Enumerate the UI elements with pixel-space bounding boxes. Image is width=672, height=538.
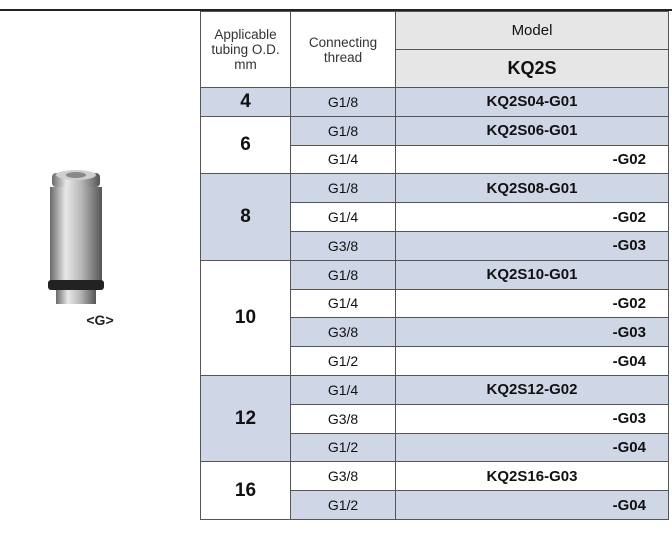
model: KQ2S12-G02	[395, 374, 669, 405]
model: -G02	[395, 144, 669, 175]
thread: G3/8	[290, 461, 396, 492]
image-label: <G>	[86, 312, 114, 328]
table-body: Applicable tubing O.D. mm Connecting thr…	[200, 11, 669, 520]
thread: G3/8	[290, 230, 396, 261]
tubing-od: 16	[200, 461, 291, 520]
data-row: G1/2 -G04	[201, 432, 669, 463]
thread: G1/2	[290, 490, 396, 520]
data-row: 8 G1/8 KQ2S08-G01	[200, 173, 669, 261]
data-row: G1/2 -G04	[201, 346, 669, 376]
thread: G1/8	[290, 259, 396, 290]
thread: G3/8	[290, 403, 396, 434]
data-row: G3/8 -G03	[201, 403, 669, 434]
tubing-od: 10	[200, 259, 291, 376]
thread: G1/4	[290, 374, 396, 405]
model: -G03	[395, 403, 669, 434]
data-row: G3/8 -G03	[201, 317, 669, 348]
tubing-od: 6	[200, 115, 291, 175]
data-row: 12 G1/4 KQ2S12-G02	[200, 374, 669, 463]
model: -G03	[395, 230, 669, 261]
model: -G04	[395, 432, 669, 463]
header-row: Applicable tubing O.D. mm Connecting thr…	[200, 11, 669, 88]
model: -G02	[395, 202, 669, 232]
thread: G1/4	[290, 144, 396, 175]
thread: G3/8	[290, 317, 396, 348]
header-row: KQ2S	[201, 49, 669, 88]
model: -G03	[395, 317, 669, 348]
thread: G1/8	[290, 115, 396, 146]
model: KQ2S16-G03	[395, 461, 669, 492]
model: -G02	[395, 288, 669, 319]
thread: G1/8	[290, 173, 396, 204]
tubing-od: 4	[200, 87, 291, 117]
data-row: G1/2 -G04	[201, 490, 669, 520]
thread: G1/2	[290, 346, 396, 376]
model-table: Applicable tubing O.D. mm Connecting thr…	[200, 11, 669, 520]
data-row: G1/4 -G02	[201, 202, 669, 232]
model: KQ2S08-G01	[395, 173, 669, 204]
tubing-od: 8	[200, 173, 291, 261]
header-tubing: Applicable tubing O.D. mm	[200, 11, 291, 88]
model: KQ2S10-G01	[395, 259, 669, 290]
data-row: 6 G1/8 KQ2S06-G01	[200, 115, 669, 175]
thread: G1/4	[290, 202, 396, 232]
model: KQ2S06-G01	[395, 115, 669, 146]
thread: G1/2	[290, 432, 396, 463]
header-model: Model	[395, 11, 669, 50]
data-row: G3/8 -G03	[201, 230, 669, 261]
header-thread: Connecting thread	[290, 11, 396, 88]
thread: G1/4	[290, 288, 396, 319]
top-rule	[0, 9, 672, 11]
data-row: 10 G1/8 KQ2S10-G01	[200, 259, 669, 376]
product-image	[48, 170, 104, 304]
tubing-od: 12	[200, 374, 291, 463]
header-series: KQ2S	[395, 49, 669, 88]
data-row: 4 G1/8 KQ2S04-G01	[200, 87, 669, 117]
data-row: G1/4 -G02	[201, 288, 669, 319]
data-row: 16 G3/8 KQ2S16-G03	[200, 461, 669, 520]
thread: G1/8	[290, 87, 396, 117]
model: KQ2S04-G01	[395, 87, 669, 117]
model: -G04	[395, 490, 669, 520]
model: -G04	[395, 346, 669, 376]
